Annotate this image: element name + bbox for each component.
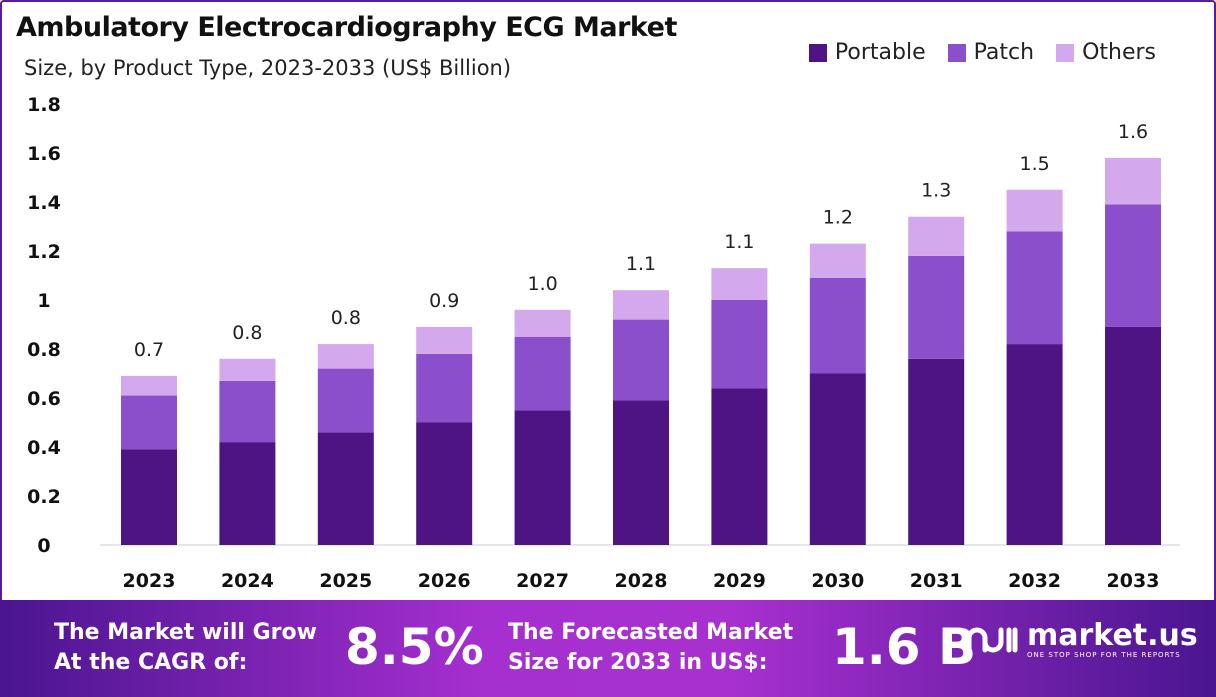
footer-banner: The Market will Grow At the CAGR of: 8.5%… (0, 600, 1216, 697)
market-us-logo: market.us ONE STOP SHOP FOR THE REPORTS (965, 620, 1198, 660)
cagr-value: 8.5% (345, 618, 484, 676)
y-tick-label: 1 (37, 290, 50, 312)
total-label: 0.8 (232, 322, 262, 344)
x-tick-label: 2030 (811, 570, 864, 592)
bar-segment-portable (809, 373, 866, 545)
bar-segment-others (1105, 157, 1161, 205)
forecast-label-line: Size for 2033 in US$: (508, 650, 768, 675)
total-label: 1.1 (626, 253, 656, 275)
bar-segment-others (121, 375, 177, 396)
total-label: 1.0 (527, 273, 557, 295)
bar-segment-portable (219, 442, 276, 545)
y-tick-label: 0 (37, 535, 50, 557)
logo-name: market.us (1027, 618, 1198, 653)
total-label: 0.7 (134, 339, 164, 361)
total-label: 1.3 (921, 180, 951, 202)
bar-segment-portable (1006, 344, 1063, 545)
bar-segment-portable (317, 432, 374, 545)
x-tick-label: 2033 (1107, 570, 1160, 592)
y-tick-label: 1.4 (27, 192, 61, 214)
forecast-label: The Forecasted Market Size for 2033 in US… (508, 618, 793, 678)
legend-swatch (808, 43, 827, 62)
bar-segment-portable (416, 422, 473, 545)
bar-segment-others (219, 358, 276, 381)
y-tick-label: 0.6 (27, 388, 61, 410)
legend-item-portable: Portable (808, 40, 926, 65)
logo-tagline: ONE STOP SHOP FOR THE REPORTS (1027, 651, 1181, 659)
y-tick-label: 0.8 (27, 339, 61, 361)
x-tick-label: 2023 (123, 570, 176, 592)
legend-label: Portable (834, 40, 926, 65)
legend: Portable Patch Others (808, 40, 1156, 65)
y-tick-label: 0.2 (27, 486, 61, 508)
chart-plot: 0 0.2 0.4 0.6 0.8 1 1.2 1.4 1.6 1.8 0.7 2023 0.8 2024… (27, 94, 1180, 592)
y-tick-label: 1.6 (27, 143, 61, 165)
bar-segment-portable (1105, 326, 1161, 545)
bar-segment-patch (1006, 231, 1063, 345)
logo-icon (966, 627, 1018, 653)
cagr-label: The Market will Grow At the CAGR of: (54, 618, 317, 678)
cagr-label-line: At the CAGR of: (54, 650, 248, 675)
bar-segment-patch (908, 255, 965, 359)
x-tick-label: 2025 (319, 570, 372, 592)
bar-segment-patch (809, 277, 866, 374)
legend-swatch (947, 43, 966, 62)
legend-item-patch: Patch (947, 40, 1035, 65)
legend-item-others: Others (1056, 40, 1156, 65)
x-tick-label: 2026 (418, 570, 471, 592)
bar-segment-others (613, 290, 669, 320)
x-tick-label: 2031 (910, 570, 963, 592)
bar-segment-others (711, 268, 768, 300)
bar-segment-patch (317, 368, 374, 433)
legend-label: Patch (973, 40, 1035, 65)
bar-segment-patch (121, 395, 177, 450)
x-tick-label: 2028 (615, 570, 668, 592)
total-label: 1.6 (1118, 121, 1148, 143)
chart-title: Ambulatory Electrocardiography ECG Marke… (16, 12, 677, 43)
x-tick-label: 2024 (221, 570, 274, 592)
bar-segment-patch (711, 300, 768, 389)
bar-segment-others (1006, 189, 1063, 232)
bar-segment-others (416, 326, 473, 354)
y-tick-label: 0.4 (27, 437, 61, 459)
bar-segment-portable (121, 449, 177, 545)
bar-segment-patch (416, 353, 473, 423)
x-tick-label: 2027 (516, 570, 569, 592)
forecast-value: 1.6 B (832, 618, 977, 676)
x-tick-label: 2032 (1008, 570, 1061, 592)
bar-segment-portable (711, 388, 768, 545)
bar-segment-patch (514, 336, 571, 411)
bar-segment-portable (514, 410, 571, 545)
y-tick-label: 1.2 (27, 241, 61, 263)
cagr-label-line: The Market will Grow (54, 620, 317, 645)
bar-segment-patch (613, 319, 669, 401)
bar-segment-others (317, 344, 374, 369)
total-label: 0.9 (429, 290, 459, 312)
bar-segment-others (514, 309, 571, 337)
chart-subtitle: Size, by Product Type, 2023-2033 (US$ Bi… (24, 56, 512, 80)
bar-segment-portable (908, 358, 965, 545)
legend-label: Others (1082, 40, 1156, 65)
bar-segment-portable (613, 400, 669, 545)
total-label: 1.1 (724, 231, 754, 253)
bar-segment-patch (219, 380, 276, 443)
bar-segment-patch (1105, 204, 1161, 327)
forecast-label-line: The Forecasted Market (508, 620, 794, 645)
total-label: 0.8 (331, 307, 361, 329)
bar-segment-others (908, 216, 965, 256)
y-tick-label: 1.8 (27, 94, 61, 116)
bar-segment-others (809, 243, 866, 278)
legend-swatch (1056, 43, 1075, 62)
x-tick-label: 2029 (713, 570, 766, 592)
total-label: 1.2 (823, 207, 853, 229)
total-label: 1.5 (1019, 153, 1049, 175)
